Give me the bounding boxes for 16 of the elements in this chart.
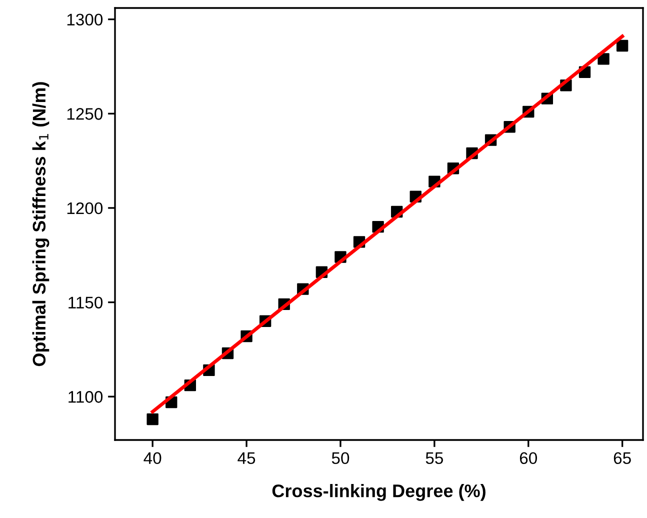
x-axis-title: Cross-linking Degree (%) <box>272 484 486 501</box>
y-tick-label: 1150 <box>68 296 103 308</box>
y-tick-label: 1100 <box>68 391 103 403</box>
x-tick-label: 45 <box>238 452 256 464</box>
y-axis-title: Optimal Spring Stiffness k$_{1}$ (N/m) <box>32 82 50 366</box>
x-tick-label: 40 <box>144 452 162 464</box>
x-tick-label: 60 <box>520 452 537 464</box>
x-tick-label: 50 <box>332 452 350 464</box>
y-tick-label: 1200 <box>67 202 103 214</box>
x-tick-label: 65 <box>614 452 631 464</box>
point <box>146 413 158 426</box>
y-tick-label: 1250 <box>67 108 103 120</box>
point <box>616 40 628 52</box>
y-tick-label: 1300 <box>67 14 103 26</box>
point <box>598 53 610 65</box>
x-tick-label: 55 <box>426 452 443 464</box>
